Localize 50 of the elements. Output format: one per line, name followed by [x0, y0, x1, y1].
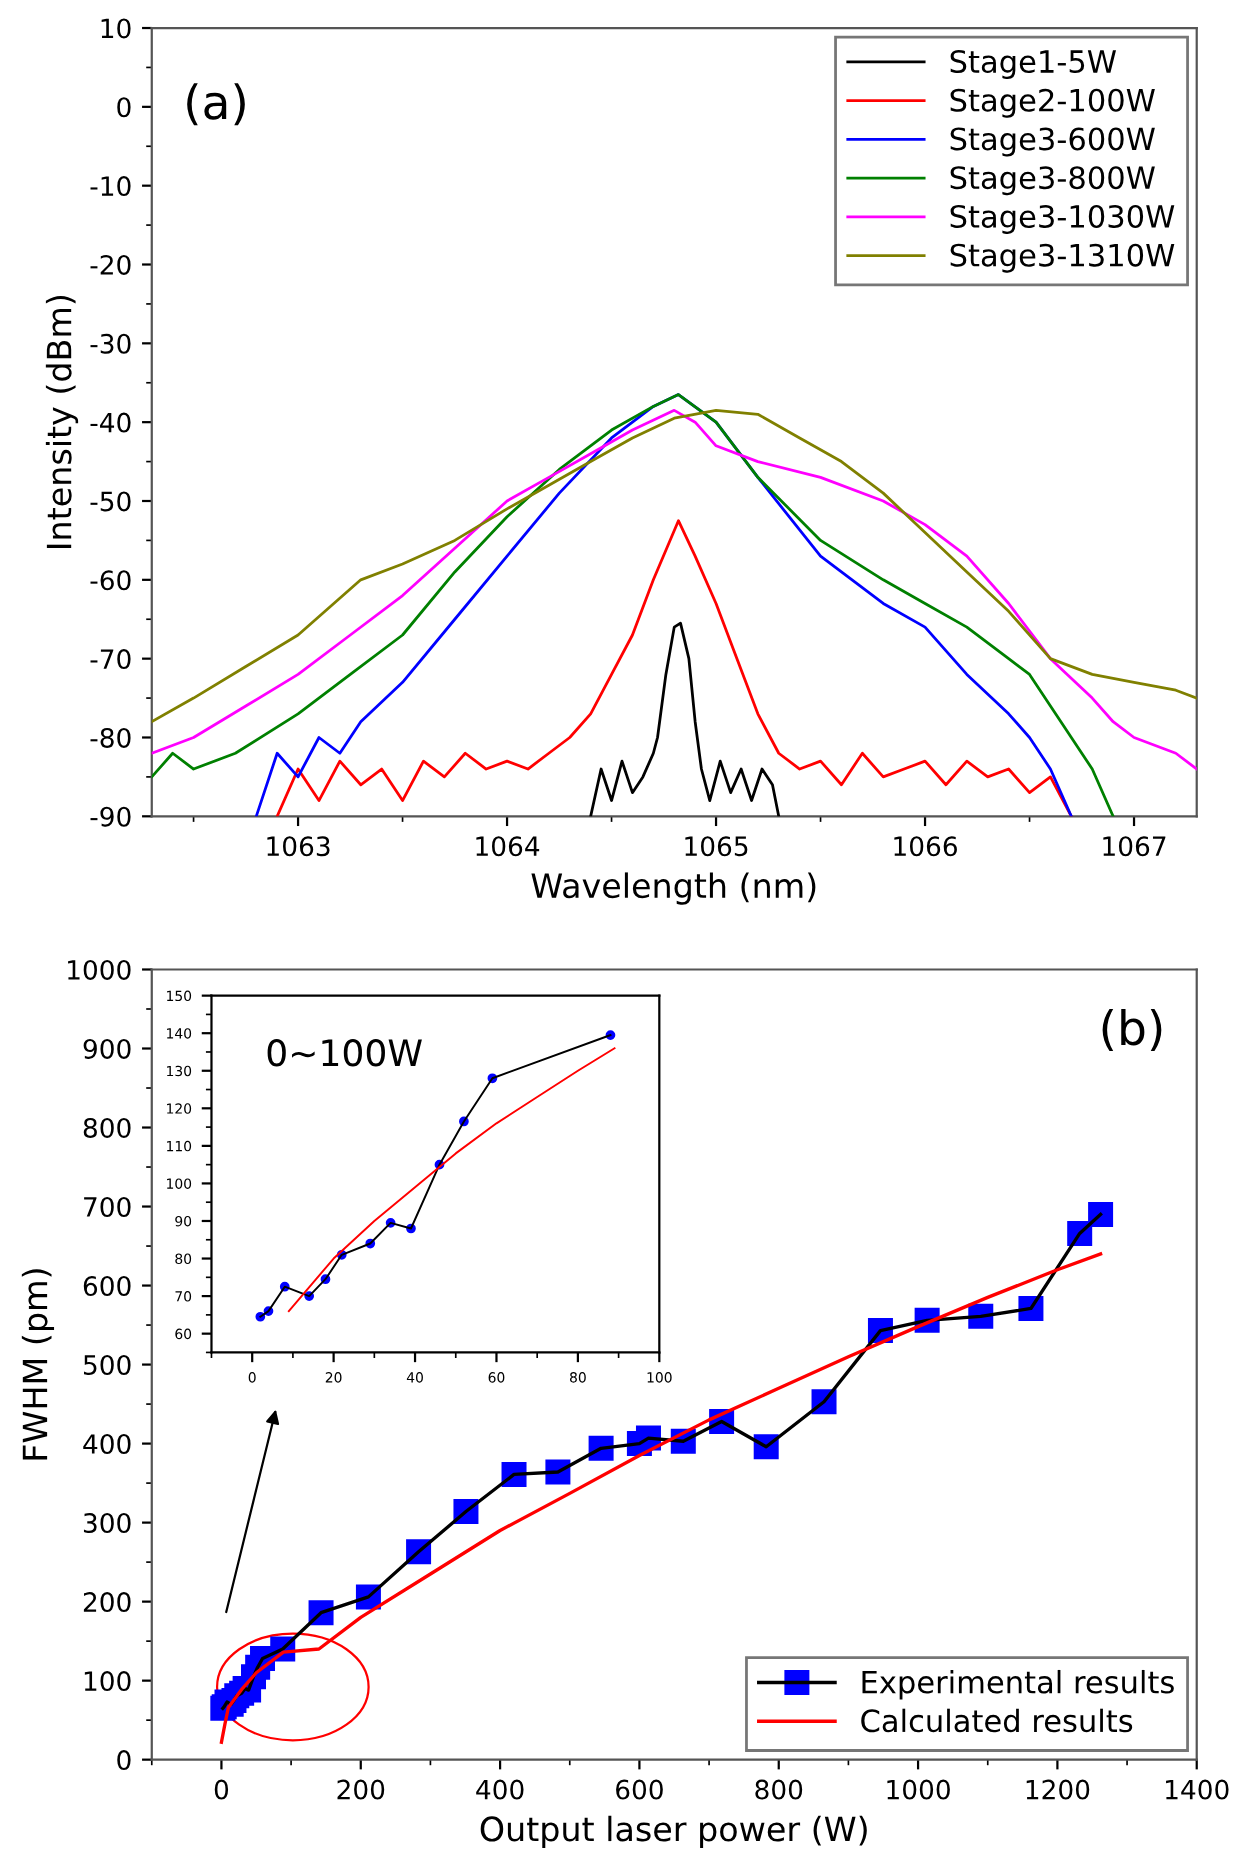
annotation: 0~100W [267, 1039, 422, 1067]
y-tick-label: 100 [84, 1671, 131, 1692]
y-tick-label: -80 [90, 727, 131, 748]
y-tick-label: 500 [83, 1355, 131, 1375]
legend-label: Stage3-600W [950, 127, 1155, 157]
y-tick-label: -10 [90, 176, 131, 197]
x-tick-label: 600 [616, 1779, 663, 1800]
legend-label: Stage1-5W [950, 49, 1117, 79]
x-tick-label: 1067 [1103, 836, 1166, 857]
x-tick-label: 400 [476, 1779, 524, 1800]
y-tick-label: 200 [83, 1592, 131, 1613]
y-tick-label: 900 [83, 1038, 131, 1059]
annotation: (b) [1102, 1009, 1162, 1052]
y-tick-label: 10 [101, 18, 131, 39]
x-tick-label: 1064 [476, 836, 540, 857]
legend-label: Experimental results [862, 1669, 1174, 1700]
y-tick-label: -30 [90, 333, 131, 354]
x-tick-label: 1063 [267, 836, 330, 857]
legend-label: Stage3-1030W [950, 204, 1175, 234]
y-tick-label: 800 [83, 1117, 131, 1138]
x-tick-label: 1400 [1166, 1779, 1229, 1800]
y-tick-label: -40 [90, 412, 131, 433]
y-tick-label: -20 [90, 254, 131, 275]
y-tick-label: 400 [83, 1434, 131, 1454]
y-tick-label: 1000 [68, 959, 131, 980]
y-tick-label: -90 [90, 806, 131, 827]
y-axis-title: Intensity (dBm) [45, 295, 79, 548]
y-tick-label: 0 [117, 1750, 131, 1771]
x-tick-label: 0 [214, 1779, 229, 1800]
x-tick-label: 1066 [894, 836, 957, 857]
y-tick-label: 600 [83, 1276, 131, 1296]
legend-label: Calculated results [861, 1708, 1133, 1733]
x-tick-label: 1065 [685, 836, 748, 857]
legend-label: Stage2-100W [950, 88, 1155, 118]
y-tick-label: 0 [117, 97, 131, 118]
y-tick-label: -70 [90, 649, 131, 670]
y-axis-title: FWHM (pm) [21, 1269, 55, 1460]
x-tick-label: 1000 [887, 1779, 950, 1800]
x-axis-title: Wavelength (nm) [531, 872, 816, 905]
annotation: (a) [187, 83, 245, 126]
x-axis-title: Output laser power (W) [480, 1815, 867, 1849]
y-tick-label: -50 [90, 491, 131, 512]
legend-label: Stage3-800W [950, 166, 1155, 196]
y-tick-label: 300 [83, 1513, 131, 1534]
y-tick-label: 700 [84, 1196, 131, 1217]
x-tick-label: 200 [337, 1779, 385, 1800]
legend-label: Stage3-1310W [950, 243, 1175, 273]
y-tick-label: -60 [90, 570, 131, 591]
x-tick-label: 1200 [1026, 1779, 1090, 1800]
x-tick-label: 800 [755, 1779, 803, 1800]
